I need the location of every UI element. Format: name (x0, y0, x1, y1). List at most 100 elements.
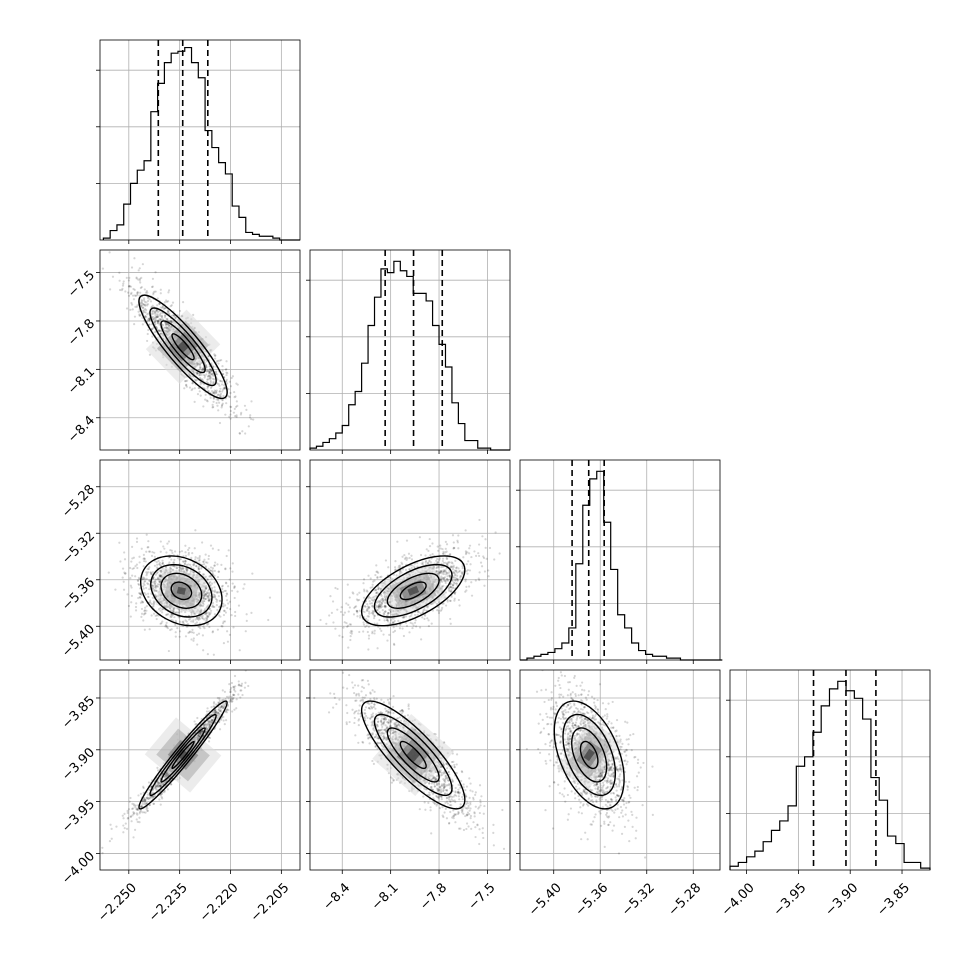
sample-point (444, 591, 447, 594)
sample-point (401, 568, 404, 571)
sample-point (231, 562, 234, 565)
sample-point (439, 544, 442, 547)
sample-point (178, 635, 181, 638)
sample-point (192, 620, 195, 623)
sample-point (226, 382, 229, 385)
sample-point (152, 612, 156, 615)
sample-point (347, 646, 350, 649)
sample-point (379, 587, 382, 591)
sample-point (436, 557, 439, 561)
sample-point (159, 784, 162, 787)
sample-point (153, 564, 157, 567)
sample-point (412, 624, 415, 627)
sample-point (380, 605, 384, 608)
sample-point (181, 301, 185, 304)
sample-point (216, 608, 219, 612)
sample-point (228, 415, 231, 418)
sample-point (370, 602, 374, 605)
sample-point (216, 711, 220, 714)
sample-point (195, 633, 199, 636)
sample-point (157, 311, 160, 314)
sample-point (229, 699, 233, 702)
sample-point (427, 619, 430, 622)
sample-point (206, 615, 209, 618)
sample-point (232, 696, 235, 700)
sample-point (422, 609, 425, 612)
sample-point (498, 552, 501, 555)
sample-point (130, 594, 133, 597)
sample-point (445, 571, 449, 574)
sample-point (473, 550, 476, 553)
sample-point (449, 617, 452, 621)
sample-point (93, 249, 95, 251)
sample-point (168, 320, 171, 323)
sample-point (169, 628, 172, 632)
sample-point (218, 359, 221, 362)
sample-point (136, 808, 139, 811)
sample-point (417, 611, 421, 614)
sample-point (453, 572, 456, 575)
sample-point (367, 574, 370, 577)
sample-point (127, 604, 131, 608)
sample-point (131, 308, 134, 311)
sample-point (198, 617, 202, 620)
sample-point (167, 649, 170, 653)
sample-point (151, 304, 154, 307)
sample-point (155, 308, 158, 312)
sample-point (134, 305, 137, 309)
sample-point (171, 614, 174, 617)
sample-point (155, 572, 159, 575)
sample-point (350, 632, 353, 635)
sample-point (453, 597, 456, 600)
sample-point (223, 387, 227, 390)
sample-point (453, 592, 457, 595)
sample-point (212, 593, 215, 596)
sample-point (245, 613, 248, 616)
sample-point (446, 598, 449, 601)
sample-point (137, 583, 141, 586)
sample-point (229, 608, 232, 611)
sample-point (201, 573, 205, 576)
sample-point (366, 615, 369, 618)
sample-point (204, 612, 208, 615)
sample-point (213, 569, 216, 572)
sample-point (152, 293, 155, 296)
sample-point (348, 596, 351, 599)
sample-point (378, 604, 381, 608)
sample-point (218, 714, 221, 717)
sample-point (152, 605, 155, 608)
sample-point (208, 370, 211, 373)
sample-point (141, 310, 145, 313)
sample-point (209, 386, 213, 390)
sample-point (136, 293, 139, 297)
sample-point (209, 611, 212, 614)
sample-point (204, 398, 207, 401)
sample-point (240, 411, 243, 414)
sample-point (220, 406, 223, 409)
sample-point (474, 579, 477, 582)
sample-point (464, 580, 467, 583)
sample-point (244, 432, 247, 435)
sample-point (201, 368, 204, 371)
sample-point (224, 589, 227, 592)
sample-point (146, 546, 149, 549)
sample-point (135, 808, 138, 811)
sample-point (157, 608, 161, 611)
sample-point (368, 610, 371, 613)
sample-point (247, 684, 250, 688)
sample-point (212, 365, 215, 368)
sample-point (209, 371, 212, 374)
sample-point (148, 353, 152, 356)
sample-point (169, 321, 172, 324)
sample-point (152, 327, 155, 330)
sample-point (149, 797, 152, 800)
sample-point (461, 565, 464, 568)
sample-point (446, 563, 449, 566)
sample-point (212, 405, 215, 409)
sample-point (218, 379, 222, 382)
sample-point (241, 430, 244, 433)
sample-point (182, 560, 185, 563)
sample-point (199, 383, 202, 386)
sample-point (494, 531, 497, 534)
